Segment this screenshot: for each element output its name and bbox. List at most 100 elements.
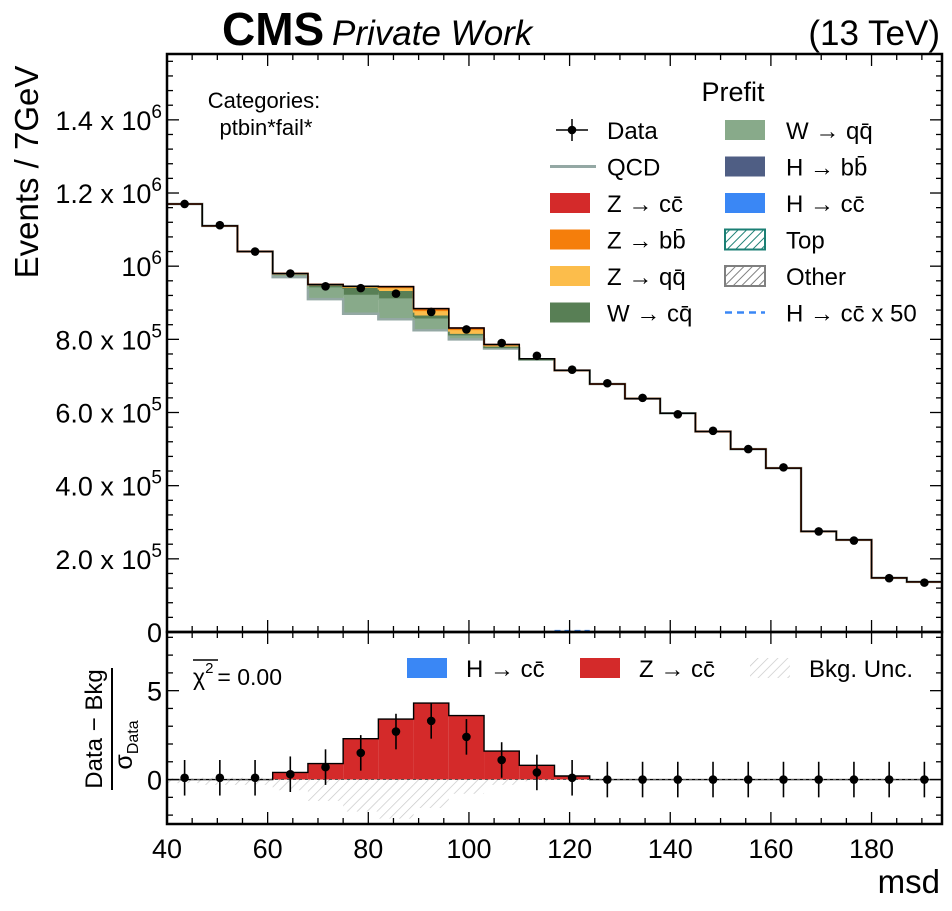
ratio-signal-step — [167, 702, 942, 781]
stack-bar-0-3 — [273, 277, 308, 632]
legend-entry-0-3: Z → bb̄ — [550, 228, 686, 255]
data-point-13 — [638, 393, 647, 403]
categories-value: ptbin*fail* — [220, 115, 313, 140]
y-tick-label: 2.0 x 105 — [55, 541, 162, 575]
stack-bar-0-1 — [202, 226, 237, 632]
bkg-unc-band-9 — [484, 777, 520, 785]
ratio-point-3 — [285, 769, 295, 779]
legend-label: Top — [786, 228, 825, 255]
x-tick-label: 120 — [547, 834, 592, 864]
ratio-point-19 — [849, 775, 859, 784]
legend-fill-swatch — [550, 266, 590, 286]
ratio-point-16 — [743, 775, 753, 784]
main-data-points — [180, 199, 929, 587]
legend-label: Z → cc̄ — [607, 191, 683, 218]
y-tick-label: 8.0 x 105 — [55, 321, 162, 355]
legend-fill-swatch — [725, 193, 765, 213]
x-tick-label: 80 — [353, 834, 383, 864]
data-point-15 — [708, 426, 718, 436]
main-stack-lines — [167, 202, 942, 632]
chi2-annotation: χ2 = 0.00 — [193, 659, 282, 690]
stack-bar-0-17 — [766, 468, 801, 632]
stack-total-line — [167, 203, 942, 583]
legend-data-marker — [567, 125, 577, 135]
legend-entry-1-1: H → bb̄ — [725, 155, 867, 182]
y-tick-label-ratio: 5 — [147, 677, 162, 707]
ratio-point-0 — [180, 773, 189, 783]
legend-entry-1-3: Top — [724, 228, 825, 255]
stack-bar-0-21 — [907, 582, 942, 632]
ratio-point-6 — [391, 727, 401, 736]
data-point-6 — [391, 289, 401, 298]
data-point-8 — [462, 325, 471, 334]
ratio-point-5 — [356, 748, 366, 758]
legend-hatch-swatch — [724, 228, 766, 251]
legend-label: Z → bb̄ — [607, 228, 686, 255]
ratio-point-20 — [884, 775, 894, 784]
y-tick-label-ratio: 0 — [147, 766, 162, 796]
ratio-point-13 — [638, 775, 647, 784]
axis-tick-labels: 40 60 80 100 120 140 160 180 0 2.0 x 105 4.0 x 105… — [55, 102, 894, 864]
stack-bar-0-19 — [836, 540, 871, 632]
legend-entry-0-0: Data — [556, 118, 658, 145]
ratio-legend-label: Bkg. Unc. — [809, 656, 913, 683]
experiment-label: CMS — [222, 3, 324, 55]
y-tick-label: 6.0 x 105 — [55, 395, 162, 429]
stack-bar-0-14 — [660, 413, 695, 632]
stack-bar-0-12 — [590, 384, 625, 632]
stack-bar-0-7 — [414, 330, 449, 632]
legend-hatch-swatch — [724, 265, 766, 287]
ratio-legend: H → cc̄ Z → cc̄ Bkg. Unc. — [407, 656, 913, 683]
legend-label: H → bb̄ — [786, 155, 867, 182]
data-point-2 — [250, 247, 260, 256]
data-point-21 — [920, 578, 929, 587]
stack-bar-0-2 — [237, 252, 272, 632]
ratio-point-17 — [779, 775, 788, 784]
y-tick-label: 4.0 x 105 — [55, 468, 162, 502]
data-point-3 — [285, 269, 295, 278]
stack-bar-0-18 — [801, 531, 836, 632]
stack-bar-0-0 — [167, 204, 202, 632]
ratio-point-9 — [497, 755, 506, 765]
ratio-point-21 — [920, 775, 929, 784]
data-point-16 — [743, 444, 753, 454]
chi2-text: χ2 = 0.00 — [193, 660, 282, 690]
ratio-point-2 — [250, 773, 260, 783]
data-point-4 — [321, 281, 330, 291]
ratio-plot-content — [167, 702, 942, 819]
stack-bar-1-7 — [413, 319, 449, 331]
legend-entry-1-2: H → cc̄ — [725, 191, 865, 218]
stack-bar-0-8 — [449, 339, 484, 632]
legend-label: W → cq̄ — [607, 301, 692, 328]
stack-bar-0-5 — [343, 314, 378, 632]
legend-label: Other — [786, 264, 846, 291]
data-point-18 — [814, 527, 824, 536]
ratio-data-points — [180, 703, 929, 798]
legend-entry-1-0: W → qq̄ — [725, 118, 873, 145]
x-tick-label: 160 — [748, 834, 793, 864]
x-tick-label: 60 — [253, 834, 283, 864]
ratio-point-11 — [567, 773, 577, 783]
ratio-point-12 — [603, 775, 612, 784]
stack-bar-0-16 — [731, 449, 766, 632]
ratio-legend-fill — [407, 658, 447, 678]
legend-entry-1-4: Other — [724, 264, 846, 291]
data-point-12 — [603, 378, 612, 388]
x-tick-label: 40 — [152, 834, 182, 864]
ratio-point-10 — [532, 768, 542, 777]
stack-bar-2-7 — [413, 316, 449, 320]
data-point-11 — [567, 365, 577, 375]
ratio-point-8 — [462, 732, 471, 742]
stack-bar-0-4 — [308, 299, 343, 632]
legend-label: QCD — [607, 155, 660, 182]
private-work-label: Private Work — [332, 14, 534, 53]
ratio-point-7 — [426, 716, 436, 726]
ratio-y-denominator: σData — [110, 720, 142, 769]
ratio-legend-entry-0: H → cc̄ — [407, 656, 545, 683]
legend-fill-swatch — [725, 120, 765, 140]
y-tick-label: 0 — [147, 618, 162, 648]
stack-bar-0-11 — [555, 370, 590, 632]
axis-ticks — [166, 54, 942, 824]
legend-label: W → qq̄ — [786, 118, 873, 145]
data-point-14 — [673, 410, 683, 419]
